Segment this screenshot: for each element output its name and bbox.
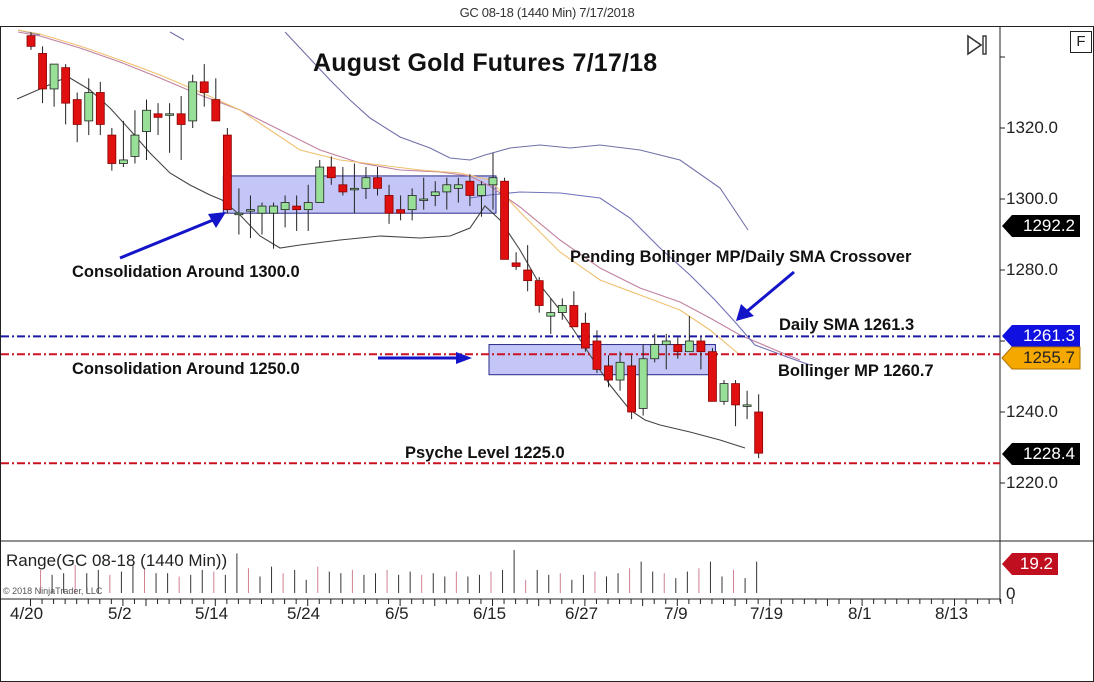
annotation-pending-crossover: Pending Bollinger MP/Daily SMA Crossover [570,248,912,266]
price-tick-label: 1220.0 [1006,473,1058,492]
skip-to-end-icon[interactable] [965,34,989,56]
price-tag-daily-sma-value: 1261.3 [1023,326,1075,345]
time-axis-label: 7/19 [750,604,784,623]
price-tag-upper-band [1002,215,1080,237]
price-tag-daily-sma [1002,325,1080,347]
annotation-consolidation-1250: Consolidation Around 1250.0 [72,360,300,378]
indicator-value-tag-text: 19.2 [1019,554,1053,573]
chart-annotation-title: August Gold Futures 7/17/18 [313,49,658,77]
arrow-pending-crossover [744,270,795,315]
time-axis-label: 6/27 [565,604,599,623]
annotation-psyche-level: Psyche Level 1225.0 [405,444,565,462]
time-axis-label: 8/1 [848,604,872,623]
price-tag-upper-band-value: 1292.2 [1023,216,1075,235]
indicator-zero-tick: 0 [1006,584,1016,603]
price-tick-label: 1320.0 [1006,118,1058,137]
arrow-head-icon [208,212,226,228]
indicator-value-tag [1002,553,1058,575]
time-axis-label: 4/20 [10,604,44,623]
price-tag-bollinger-mid-value: 1255.7 [1023,348,1075,367]
horizontal-levels [1,335,1000,465]
range-indicator-bars [40,550,758,593]
price-axis-ticks [1000,56,1005,484]
time-axis-label: 6/5 [385,604,409,623]
time-axis-ticks [30,599,1013,606]
time-axis-label: 6/15 [473,604,507,623]
price-tick-label: 1300.0 [1006,189,1058,208]
arrow-head-icon [736,304,754,321]
time-axis-label: 5/24 [287,604,321,623]
candlestick-series [26,32,764,459]
time-axis-label: 5/14 [195,604,229,623]
arrow-consolidation-1300 [119,216,219,260]
arrow-head-icon [456,352,472,364]
price-tag-bollinger-mid [1001,346,1081,370]
price-tag-last-price [1002,443,1080,465]
annotation-consolidation-1300: Consolidation Around 1300.0 [72,263,300,281]
chart-header-title: GC 08-18 (1440 Min) 7/17/2018 [459,5,635,20]
indicator-label: Range(GC 08-18 (1440 Min)) [6,551,228,570]
annotation-daily-sma: Daily SMA 1261.3 [779,316,915,334]
price-tag-last-price-value: 1228.4 [1023,444,1075,463]
copyright-text: © 2018 NinjaTrader, LLC [3,586,103,596]
price-tick-label: 1280.0 [1006,260,1058,279]
time-axis-label: 8/13 [935,604,969,623]
f-button[interactable]: F [1070,31,1092,53]
price-tick-label: 1240.0 [1006,402,1058,421]
annotation-arrows [119,212,795,364]
time-axis-label: 7/9 [664,604,688,623]
annotation-bollinger-mp: Bollinger MP 1260.7 [778,362,934,380]
time-axis-label: 5/2 [108,604,132,623]
